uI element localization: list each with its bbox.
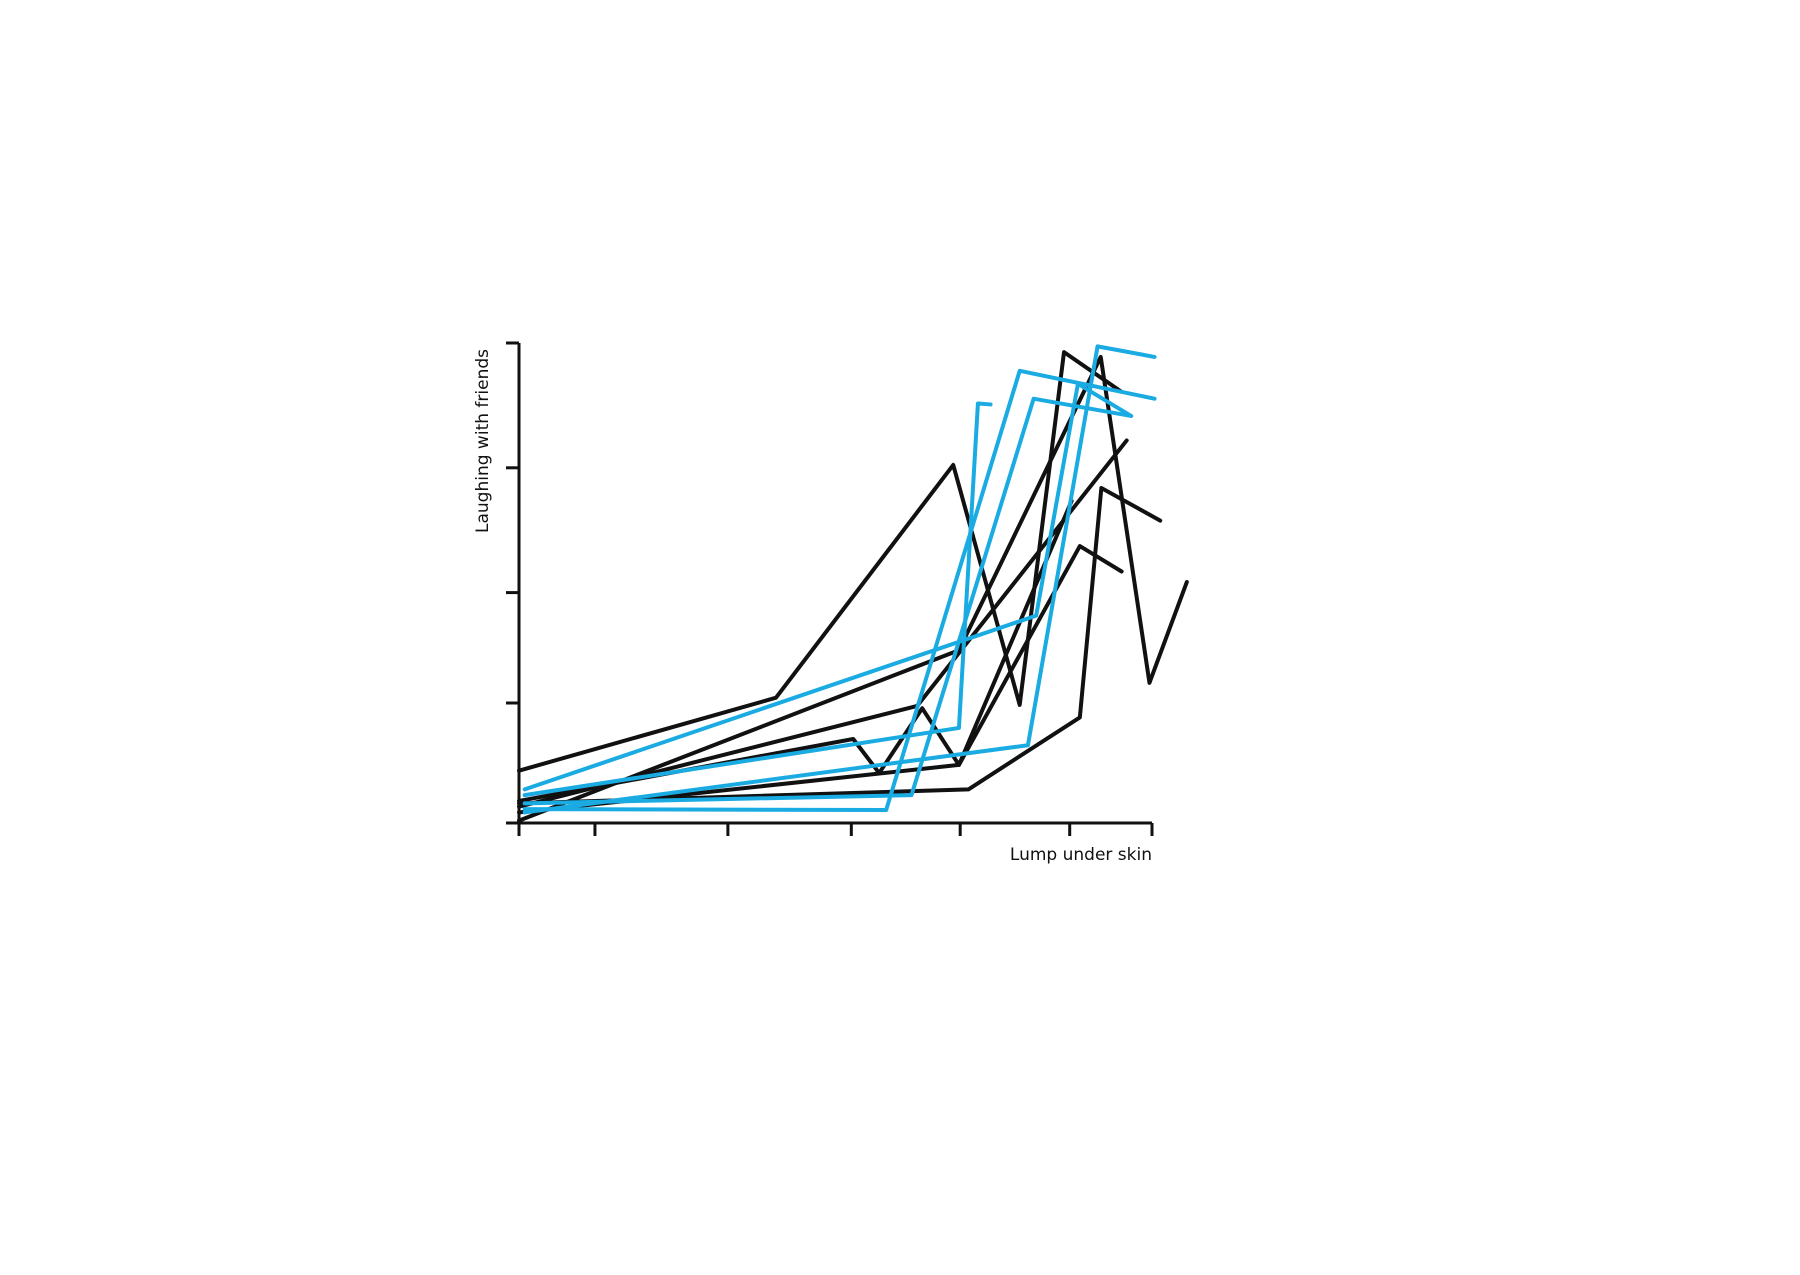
data-line: [522, 368, 1157, 813]
x-axis-label: Lump under skin: [1010, 845, 1152, 865]
data-line: [522, 396, 1134, 806]
data-line: [522, 344, 1157, 815]
data-line: [517, 485, 1163, 806]
data-line: [522, 381, 1134, 792]
data-line: [517, 354, 1189, 823]
data-line: [517, 350, 1123, 773]
data-line: [517, 498, 1074, 803]
data-line: [522, 401, 993, 798]
y-axis-label: Laughing with friends: [473, 349, 493, 533]
data-line: [517, 544, 1124, 815]
